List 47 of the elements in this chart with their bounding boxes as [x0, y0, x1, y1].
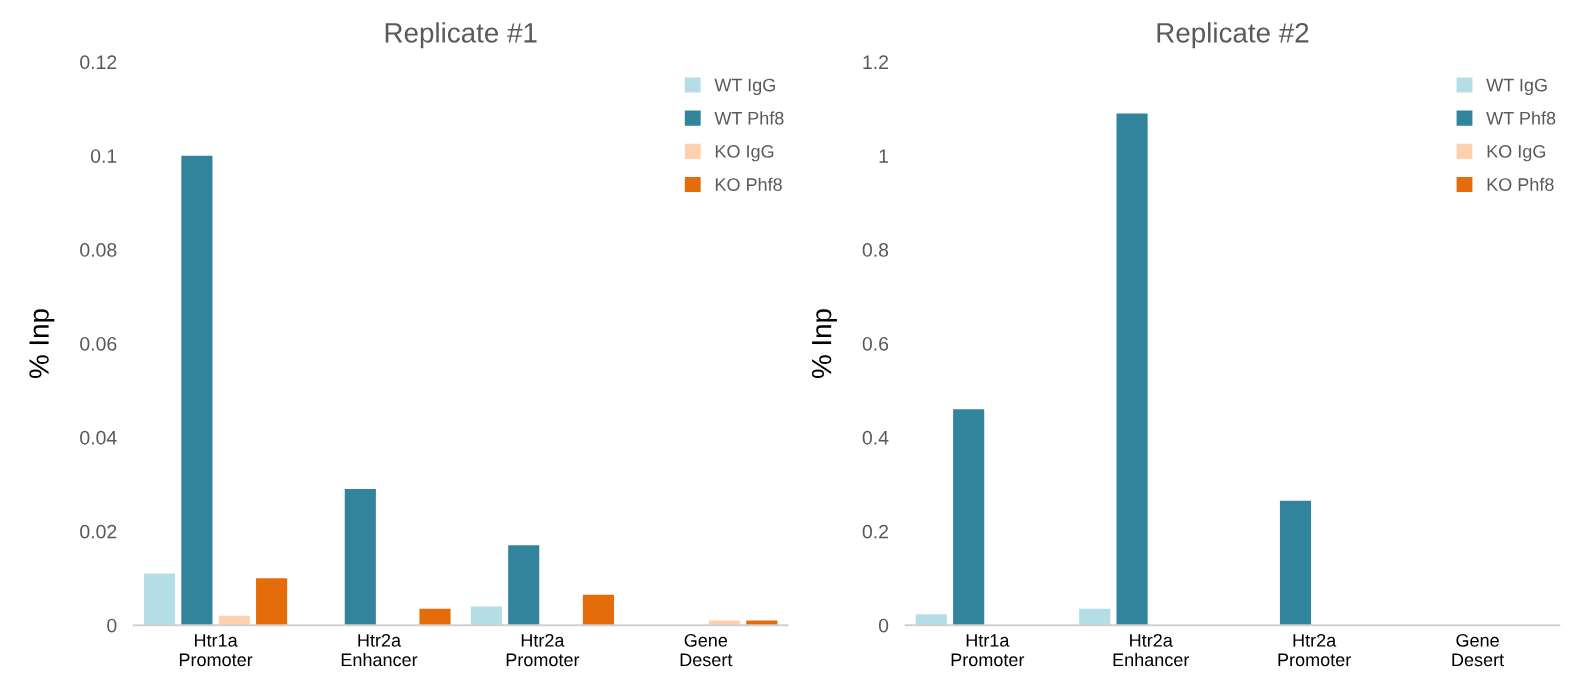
legend-label: WT IgG [714, 78, 775, 96]
bar [1116, 113, 1148, 626]
bar [508, 545, 540, 626]
y-tick-label: 0 [107, 618, 117, 633]
x-tick-label: Gene Desert [1452, 633, 1504, 667]
y-tick-label: 0.04 [80, 430, 117, 445]
y-tick-label: 0 [878, 618, 889, 633]
y-tick-label: 0.1 [90, 149, 117, 163]
legend-label: WT IgG [1486, 78, 1547, 96]
y-axis-title: % Inp [811, 309, 837, 379]
chart-title: Replicate #1 [385, 22, 537, 49]
y-tick-label: 0.2 [862, 524, 888, 539]
legend-label: KO Phf8 [715, 177, 782, 191]
bar [915, 614, 947, 626]
y-tick-label: 1.2 [863, 55, 888, 69]
x-tick-label: Htr2a Promoter [506, 633, 580, 667]
legend-label: KO IgG [1487, 145, 1546, 162]
bar [953, 409, 985, 626]
legend-label: WT Phf8 [714, 111, 784, 125]
y-tick-label: 0.4 [862, 430, 889, 445]
y-tick-label: 0.02 [80, 524, 117, 539]
x-tick-label: Gene Desert [680, 633, 733, 667]
bar [582, 594, 614, 626]
y-tick-label: 0.12 [80, 55, 117, 70]
y-tick-label: 1 [879, 149, 889, 163]
bar [181, 155, 213, 626]
x-tick-label: Htr2a Enhancer [1113, 633, 1190, 667]
x-tick-label: Htr1a Promoter [179, 634, 253, 667]
bar [470, 606, 502, 626]
bar [1279, 500, 1312, 626]
y-tick-label: 0.6 [862, 336, 889, 351]
x-tick-label: Htr2a Enhancer [341, 633, 418, 667]
y-tick-label: 0.06 [80, 336, 117, 351]
bar [256, 578, 288, 626]
bar [419, 608, 451, 626]
y-tick-label: 0.8 [862, 243, 889, 257]
legend-label: KO IgG [715, 145, 774, 162]
x-tick-label: Htr1a Promoter [951, 634, 1025, 667]
y-axis-title: % Inp [29, 309, 55, 379]
x-tick-label: Htr2a Promoter [1278, 633, 1351, 667]
y-tick-label: 0.08 [80, 243, 117, 257]
bar [143, 573, 176, 626]
bar [1079, 608, 1111, 626]
bar [344, 489, 376, 626]
legend-label: KO Phf8 [1487, 177, 1554, 191]
chart-title: Replicate #2 [1157, 22, 1309, 49]
legend-label: WT Phf8 [1486, 111, 1556, 125]
